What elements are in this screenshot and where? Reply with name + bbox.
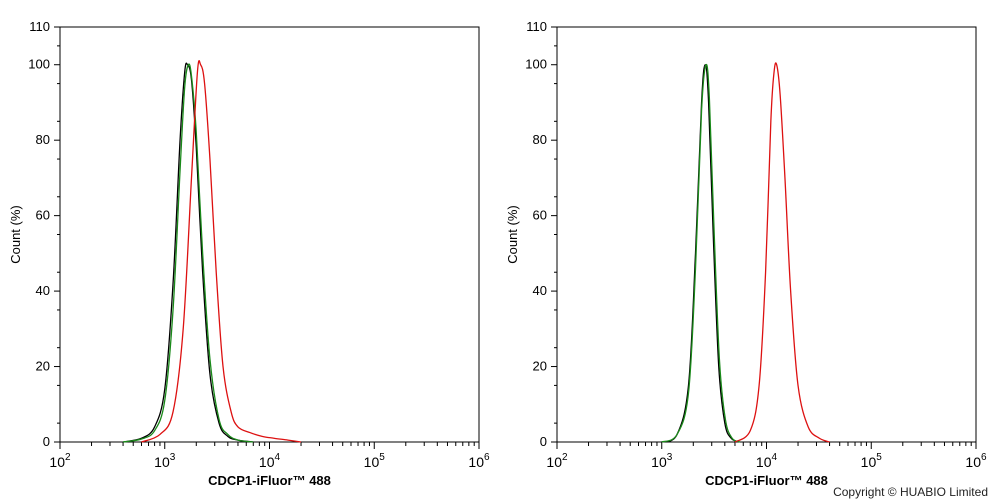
series-line-3 (734, 62, 830, 443)
x-tick-base: 10 (154, 454, 170, 470)
x-tick-label: 102 (546, 452, 568, 470)
x-tick-exponent: 5 (876, 452, 882, 463)
y-tick-label: 100 (28, 57, 50, 72)
x-axis-title: CDCP1-iFluor™ 488 (705, 473, 828, 488)
x-tick-label: 105 (364, 452, 386, 470)
series-line-1 (661, 64, 740, 443)
y-tick-label: 80 (533, 132, 547, 147)
series-line-1 (122, 62, 254, 443)
x-tick-base: 10 (756, 454, 772, 470)
copyright-notice: Copyright © HUABIO Limited (833, 485, 988, 499)
y-tick-label: 0 (540, 434, 547, 449)
x-tick-base: 10 (468, 454, 484, 470)
y-axis-title: Count (%) (505, 205, 520, 264)
x-tick-base: 10 (965, 454, 981, 470)
y-tick-label: 110 (526, 19, 547, 34)
x-tick-label: 102 (49, 452, 71, 470)
y-tick-label: 40 (36, 283, 50, 298)
x-tick-base: 10 (364, 454, 380, 470)
x-tick-label: 106 (965, 452, 987, 470)
x-tick-exponent: 4 (772, 452, 778, 463)
y-tick-label: 100 (525, 57, 547, 72)
series-line-2 (122, 63, 254, 443)
series-line-2 (661, 63, 741, 443)
x-tick-base: 10 (546, 454, 562, 470)
x-tick-exponent: 5 (379, 452, 385, 463)
x-tick-exponent: 2 (65, 452, 71, 463)
x-tick-exponent: 4 (275, 452, 281, 463)
x-tick-exponent: 3 (170, 452, 176, 463)
plot-frame (59, 26, 480, 443)
y-tick-label: 20 (36, 359, 50, 374)
y-tick-label: 60 (36, 208, 50, 223)
x-tick-exponent: 6 (981, 452, 987, 463)
x-tick-exponent: 3 (667, 452, 673, 463)
y-tick-label: 0 (43, 434, 50, 449)
y-tick-label: 80 (36, 132, 50, 147)
x-tick-base: 10 (651, 454, 667, 470)
y-tick-label: 20 (533, 359, 547, 374)
x-tick-base: 10 (861, 454, 877, 470)
y-tick-label: 60 (533, 208, 547, 223)
y-tick-label: 40 (533, 283, 547, 298)
x-tick-exponent: 2 (562, 452, 568, 463)
x-tick-label: 105 (861, 452, 883, 470)
x-tick-exponent: 6 (484, 452, 490, 463)
x-tick-base: 10 (259, 454, 275, 470)
x-axis-title: CDCP1-iFluor™ 488 (208, 473, 331, 488)
x-tick-base: 10 (49, 454, 65, 470)
x-tick-label: 106 (468, 452, 490, 470)
y-tick-label: 110 (29, 19, 50, 34)
x-tick-label: 104 (259, 452, 281, 470)
x-tick-label: 103 (651, 452, 673, 470)
x-tick-label: 104 (756, 452, 778, 470)
y-axis-title: Count (%) (8, 205, 23, 264)
x-tick-label: 103 (154, 452, 176, 470)
series-line-3 (141, 60, 302, 443)
